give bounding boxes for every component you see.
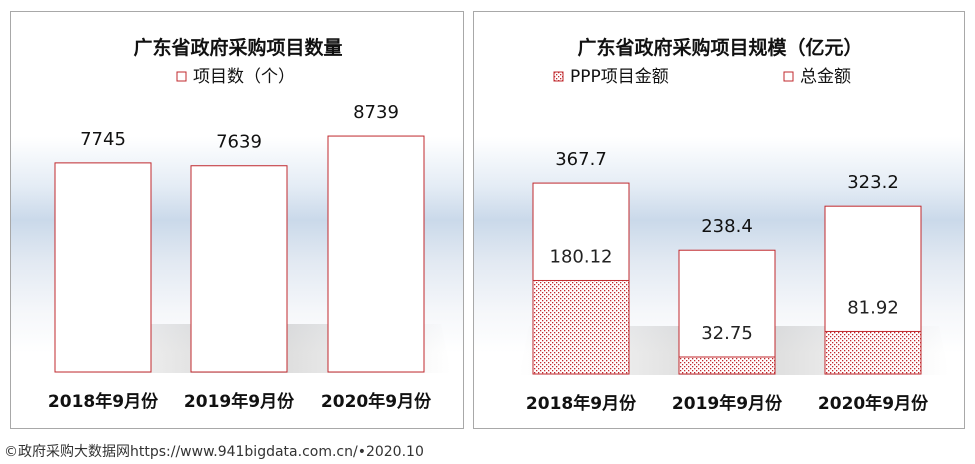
bar	[190, 165, 288, 373]
data-label: 8739	[353, 102, 399, 123]
data-label-ppp: 32.75	[701, 323, 753, 344]
bar	[54, 162, 152, 373]
data-label-ppp: 180.12	[550, 246, 613, 267]
chart-panel-project-count: 广东省政府采购项目数量项目数（个） 7745 2018年9月份 7639 2019年9月…	[10, 11, 464, 429]
data-label-total: 367.7	[555, 149, 607, 170]
legend-label-total: 总金额	[800, 67, 851, 87]
bar-ppp	[824, 330, 922, 375]
bar-total	[678, 249, 776, 375]
data-label-total: 238.4	[701, 216, 753, 237]
data-label-ppp: 81.92	[847, 297, 899, 318]
bar-ppp	[678, 356, 776, 375]
legend-label-project-count: 项目数（个）	[193, 67, 295, 87]
legend-swatch-ppp	[553, 71, 564, 82]
category-label: 2020年9月份	[818, 393, 929, 414]
category-label: 2019年9月份	[672, 393, 783, 414]
category-label: 2020年9月份	[321, 391, 432, 412]
category-label: 2018年9月份	[526, 393, 637, 414]
project-scale-chart: 广东省政府采购项目规模（亿元） PPP项目金额 总金额 367.7 180.12 2018…	[519, 36, 949, 414]
legend-label-ppp: PPP项目金额	[570, 67, 669, 87]
chart-title: 广东省政府采购项目数量	[133, 36, 342, 59]
legend-swatch-total	[783, 71, 794, 82]
bar-ppp	[532, 279, 630, 375]
category-label: 2019年9月份	[184, 391, 295, 412]
data-label-total: 323.2	[847, 172, 899, 193]
data-label: 7639	[216, 132, 262, 153]
data-label: 7745	[80, 129, 126, 150]
source-credit: ©政府采购大数据网https://www.941bigdata.com.cn/•…	[4, 444, 424, 460]
bar	[327, 135, 425, 373]
legend-swatch-project-count	[176, 71, 187, 82]
chart-panel-project-scale: 广东省政府采购项目规模（亿元） PPP项目金额 总金额 367.7 180.12 2018…	[473, 11, 965, 429]
chart-title: 广东省政府采购项目规模（亿元）	[577, 36, 862, 59]
category-label: 2018年9月份	[48, 391, 159, 412]
